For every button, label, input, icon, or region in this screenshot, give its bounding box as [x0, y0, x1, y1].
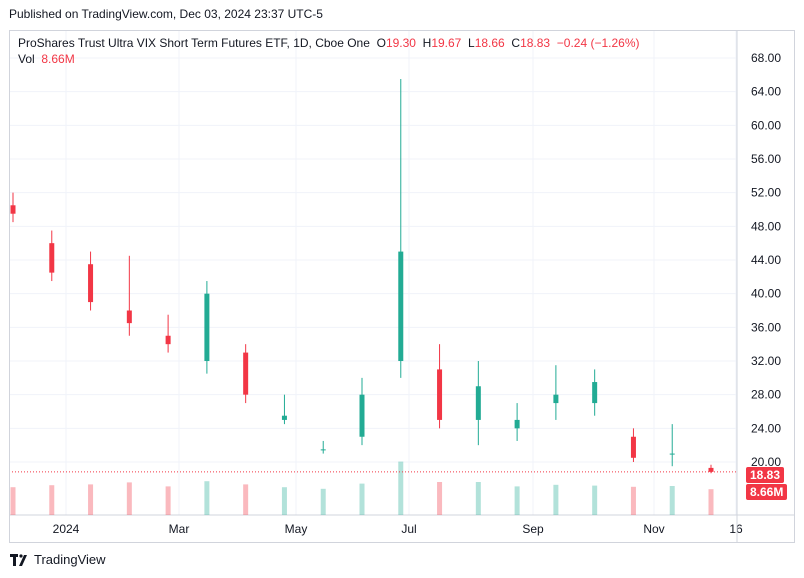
candle-body[interactable] [475, 386, 481, 420]
volume-bar [281, 487, 287, 515]
open-label: O [376, 36, 386, 50]
candle-body[interactable] [243, 352, 249, 395]
x-tick-label: Sep [522, 522, 544, 536]
volume-bar [708, 489, 714, 515]
close-label: C [511, 36, 521, 50]
volume-bar [514, 486, 520, 515]
published-caption: Published on TradingView.com, Dec 03, 20… [9, 7, 323, 21]
volume-bar [126, 482, 132, 515]
y-tick-label: 64.00 [751, 85, 781, 99]
y-tick-label: 68.00 [751, 51, 781, 65]
y-tick-label: 60.00 [751, 118, 781, 132]
x-tick-label: Mar [169, 522, 190, 536]
candle-body[interactable] [88, 264, 94, 303]
candle-body[interactable] [49, 243, 55, 273]
candle-body[interactable] [10, 205, 16, 214]
candle-body[interactable] [669, 453, 675, 455]
candle-body[interactable] [437, 369, 443, 420]
volume-bar [630, 486, 636, 515]
tradingview-logo-icon [10, 553, 27, 566]
price-chart[interactable]: 68.00 64.00 60.00 56.00 52.00 48.00 44.00 40.00… [9, 30, 795, 543]
candle-body[interactable] [204, 293, 210, 361]
candle-body[interactable] [514, 419, 520, 429]
candle-body[interactable] [630, 436, 636, 458]
low-value: 18.66 [474, 36, 505, 50]
open-value: 19.30 [385, 36, 416, 50]
candle-body[interactable] [553, 394, 559, 404]
x-tick-label: Jul [401, 522, 416, 536]
candle-body[interactable] [359, 394, 365, 437]
volume-bar [320, 488, 326, 515]
candle-body[interactable] [398, 251, 404, 361]
chart-frame [9, 30, 795, 543]
last-volume-tag: 8.66M [746, 484, 788, 500]
x-tick-label: May [285, 522, 308, 536]
volume-legend: Vol 8.66M [18, 52, 75, 66]
high-value: 19.67 [431, 36, 462, 50]
close-value: 18.83 [520, 36, 551, 50]
y-tick-label: 24.00 [751, 421, 781, 435]
y-tick-label: 40.00 [751, 287, 781, 301]
brand-name: TradingView [34, 552, 106, 567]
x-tick-label: 2024 [53, 522, 80, 536]
candle-body[interactable] [320, 449, 326, 451]
volume-bar [669, 486, 675, 515]
y-tick-label: 48.00 [751, 219, 781, 233]
y-tick-label: 44.00 [751, 253, 781, 267]
y-tick-label: 52.00 [751, 186, 781, 200]
y-tick-label: 32.00 [751, 354, 781, 368]
volume-bar [88, 484, 94, 515]
volume-bar [165, 486, 171, 515]
x-tick-label: 16 [729, 522, 743, 536]
volume-value: 8.66M [41, 52, 75, 66]
high-label: H [422, 36, 432, 50]
y-tick-label: 36.00 [751, 320, 781, 334]
low-label: L [468, 36, 475, 50]
change-value: −0.24 (−1.26%) [556, 36, 640, 50]
y-tick-label: 20.00 [751, 455, 781, 469]
y-tick-label: 56.00 [751, 152, 781, 166]
candle-body[interactable] [281, 415, 287, 420]
volume-bar [204, 481, 210, 515]
volume-bar [49, 485, 55, 515]
y-tick-label: 28.00 [751, 388, 781, 402]
volume-bar [553, 484, 559, 515]
volume-bar [359, 483, 365, 515]
last-price-tag: 18.83 [746, 467, 785, 483]
volume-bar [243, 484, 249, 515]
candle-body[interactable] [165, 335, 171, 345]
chart-legend: ProShares Trust Ultra VIX Short Term Fut… [18, 36, 640, 50]
candle-body[interactable] [708, 467, 714, 472]
symbol-title[interactable]: ProShares Trust Ultra VIX Short Term Fut… [18, 36, 370, 50]
volume-bar [398, 461, 404, 515]
candle-body[interactable] [126, 310, 132, 324]
tradingview-brand[interactable]: TradingView [10, 552, 106, 567]
x-tick-label: Nov [643, 522, 664, 536]
volume-bar [437, 482, 443, 515]
volume-label: Vol [18, 52, 35, 66]
volume-bar [592, 485, 598, 515]
volume-bar [475, 482, 481, 515]
volume-bar [10, 487, 16, 515]
candle-body[interactable] [592, 382, 598, 404]
